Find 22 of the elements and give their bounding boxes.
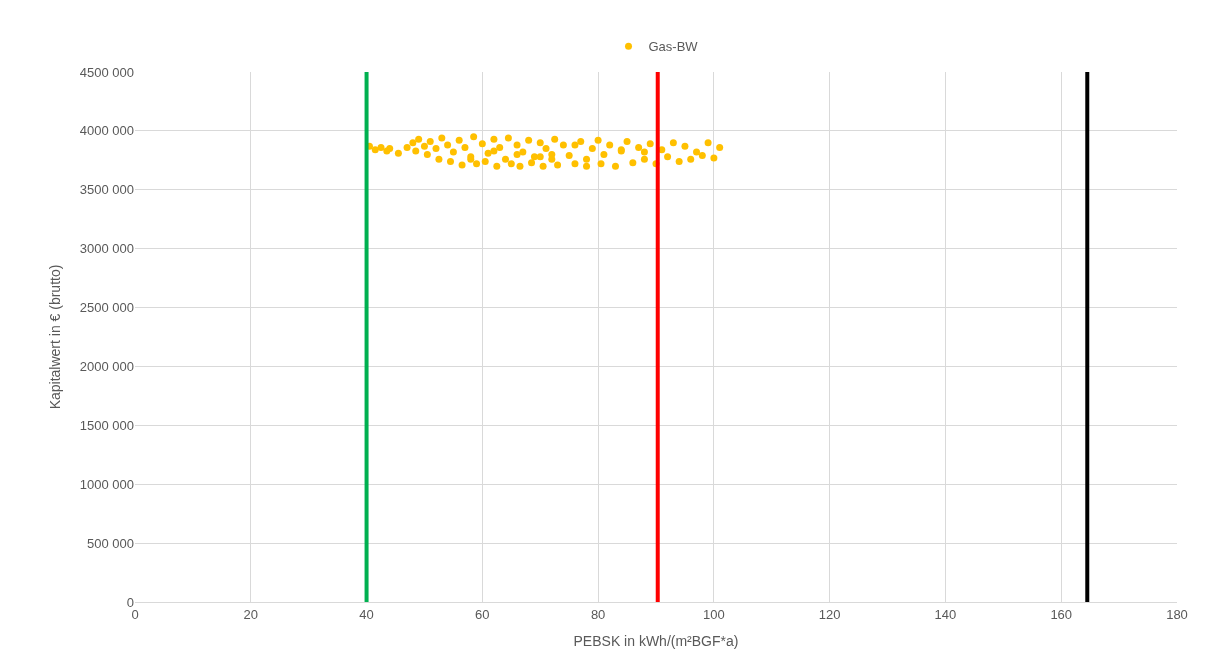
y-tick-label: 2500 000 bbox=[79, 300, 134, 316]
y-tick-label: 0 bbox=[126, 594, 134, 610]
x-tick-label: 160 bbox=[1050, 606, 1073, 622]
y-tick-label: 1000 000 bbox=[79, 476, 134, 492]
x-tick-label: 140 bbox=[934, 606, 957, 622]
y-tick-label: 3000 000 bbox=[79, 241, 134, 257]
legend-label: Gas-BW bbox=[648, 39, 699, 55]
y-tick-label: 4000 000 bbox=[79, 123, 134, 139]
x-tick-label: 120 bbox=[818, 606, 841, 622]
y-tick-label: 1500 000 bbox=[79, 417, 134, 433]
x-tick-label: 80 bbox=[590, 606, 606, 622]
y-tick-label: 2000 000 bbox=[79, 358, 134, 374]
x-tick-label: 180 bbox=[1166, 606, 1188, 622]
x-tick-label: 60 bbox=[475, 606, 490, 622]
x-tick-label: 100 bbox=[703, 606, 725, 622]
x-tick-label: 20 bbox=[243, 606, 259, 622]
y-tick-label: 3500 000 bbox=[79, 182, 134, 198]
x-axis-title: PEBSK in kWh/(m²BGF*a) bbox=[573, 632, 739, 649]
y-tick-label: 4500 000 bbox=[79, 64, 134, 80]
y-tick-label: 500 000 bbox=[87, 535, 134, 551]
y-axis-title: Kapitalwert in € (brutto) bbox=[47, 264, 64, 410]
x-tick-label: 40 bbox=[359, 606, 374, 622]
